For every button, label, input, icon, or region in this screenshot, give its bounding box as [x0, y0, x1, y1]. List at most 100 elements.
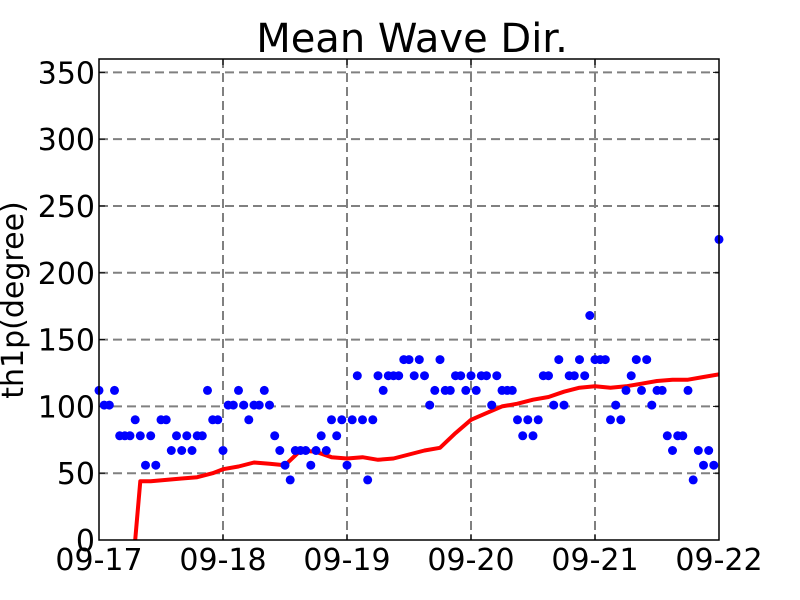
data-point [218, 446, 228, 455]
y-axis-title: th1p(degree) [0, 201, 31, 398]
data-point [368, 415, 378, 425]
data-point [626, 371, 636, 381]
data-point [445, 385, 455, 395]
data-point [678, 431, 688, 441]
x-tick-labels: 09-17 09-18 09-19 09-20 09-21 09-22 [55, 543, 762, 578]
data-point [280, 460, 290, 470]
data-point [265, 400, 274, 410]
data-point [430, 385, 440, 395]
y-tick-label: 100 [38, 390, 95, 425]
data-point [471, 385, 481, 395]
x-tick-label: 09-19 [303, 543, 390, 578]
data-point [306, 460, 316, 470]
y-tick-label: 50 [57, 457, 95, 492]
data-point [693, 446, 703, 455]
data-point [466, 371, 476, 381]
data-point [482, 371, 491, 381]
data-point [461, 385, 471, 395]
data-point [425, 400, 435, 410]
data-point [621, 385, 631, 395]
data-point [275, 446, 285, 455]
data-point [575, 355, 584, 365]
data-point [580, 371, 590, 381]
data-point [487, 400, 497, 410]
data-point [327, 415, 336, 425]
data-point [688, 475, 698, 485]
y-tick-labels: 0 50 100 150 200 250 300 350 [38, 56, 95, 559]
data-point [637, 385, 646, 395]
data-point [363, 475, 373, 485]
x-tick-label: 09-22 [675, 543, 762, 578]
data-point [259, 385, 269, 395]
data-point [631, 355, 641, 365]
y-tick-label: 250 [38, 190, 95, 225]
data-point [177, 446, 187, 455]
data-point [342, 460, 352, 470]
data-point [373, 371, 383, 381]
data-point [239, 400, 249, 410]
grid-lines [99, 59, 719, 540]
data-point [104, 400, 114, 410]
plot-frame [98, 58, 720, 541]
data-point [311, 446, 321, 455]
data-point [549, 400, 559, 410]
data-point [435, 355, 445, 365]
data-point [358, 415, 367, 425]
data-point [203, 385, 212, 395]
data-point [332, 431, 342, 441]
data-point [197, 431, 207, 441]
y-tick-label: 0 [76, 524, 95, 559]
axis-ticks [98, 59, 720, 541]
data-point [404, 355, 414, 365]
data-point [146, 431, 156, 441]
data-point [166, 446, 176, 455]
data-point [151, 460, 161, 470]
data-point [213, 415, 223, 425]
data-point [523, 415, 533, 425]
y-tick-label: 200 [38, 257, 95, 292]
data-point [337, 415, 347, 425]
chart-title: Mean Wave Dir. [256, 16, 568, 62]
data-point [533, 415, 543, 425]
data-point [699, 460, 708, 470]
data-point [704, 446, 714, 455]
data-point [321, 446, 331, 455]
x-tick-label: 09-21 [551, 543, 638, 578]
data-point [662, 431, 672, 441]
data-point [125, 431, 135, 441]
data-point [347, 415, 357, 425]
data-point [492, 371, 502, 381]
moving-average-line [133, 372, 719, 540]
data-point [409, 371, 419, 381]
data-point [234, 385, 243, 395]
data-point [420, 371, 429, 381]
data-point [187, 446, 197, 455]
data-point [228, 400, 238, 410]
data-point [683, 385, 693, 395]
data-point [600, 355, 610, 365]
data-point [301, 446, 311, 455]
y-tick-label: 350 [38, 56, 95, 91]
data-point [456, 371, 466, 381]
x-tick-label: 09-20 [427, 543, 514, 578]
x-tick-label: 09-17 [55, 543, 142, 578]
data-point [569, 371, 579, 381]
data-point [141, 460, 150, 470]
data-point [559, 400, 569, 410]
data-point [394, 371, 404, 381]
data-point [554, 355, 564, 365]
y-tick-label: 150 [38, 324, 95, 359]
data-point [110, 385, 119, 395]
moving-average-layer [133, 372, 719, 540]
data-point [611, 400, 621, 410]
data-point [285, 475, 295, 485]
data-point [182, 431, 192, 441]
data-point [161, 415, 171, 425]
observation-points-layer [94, 234, 724, 485]
data-point [616, 415, 626, 425]
data-point [172, 431, 181, 441]
data-point [518, 431, 528, 441]
data-point [585, 311, 595, 320]
data-point [544, 371, 553, 381]
